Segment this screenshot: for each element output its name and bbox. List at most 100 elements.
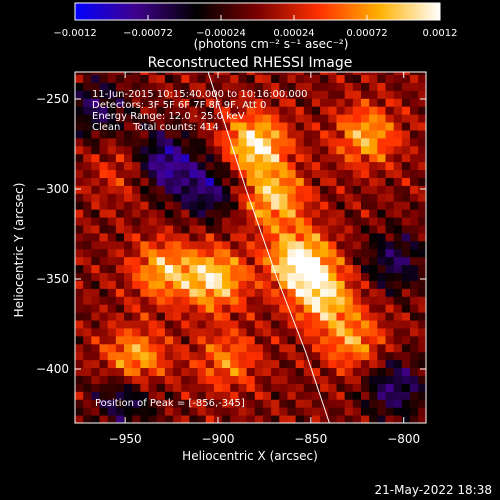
heatmap-cell <box>148 264 158 274</box>
heatmap-cell <box>222 383 231 392</box>
heatmap-cell <box>115 240 125 250</box>
heatmap-cell <box>320 114 329 123</box>
heatmap-cell <box>124 272 133 281</box>
heatmap-cell <box>401 153 411 163</box>
heatmap-cell <box>361 280 370 289</box>
heatmap-cell <box>83 145 92 155</box>
heatmap-cell <box>205 320 215 329</box>
heatmap-cell <box>271 122 280 131</box>
heatmap-cell <box>369 399 378 408</box>
heatmap-cell <box>311 407 321 416</box>
heatmap-cell <box>336 312 346 321</box>
heatmap-cell <box>156 375 166 384</box>
heatmap-cell <box>99 137 109 147</box>
heatmap-cell <box>287 225 297 234</box>
heatmap-cell <box>254 193 264 202</box>
heatmap-cell <box>418 98 426 107</box>
heatmap-cell <box>140 359 150 369</box>
heatmap-cell <box>205 193 215 202</box>
y-axis-label: Heliocentric Y (arcsec) <box>12 183 26 318</box>
heatmap-cell <box>344 351 354 361</box>
heatmap-cell <box>377 161 387 171</box>
heatmap-cell <box>173 145 182 155</box>
heatmap-cell <box>222 312 231 321</box>
heatmap-cell <box>124 240 133 250</box>
heatmap-cell <box>213 129 223 139</box>
heatmap-cell <box>181 320 190 329</box>
heatmap-cell <box>132 153 141 163</box>
heatmap-cell <box>205 407 215 416</box>
heatmap-cell <box>295 185 305 194</box>
heatmap-cell <box>352 177 362 186</box>
heatmap-cell <box>385 335 395 345</box>
heatmap-cell <box>311 351 321 361</box>
heatmap-cell <box>311 201 321 210</box>
heatmap-cell <box>156 327 166 337</box>
heatmap-cell <box>303 137 313 147</box>
heatmap-cell <box>385 106 395 115</box>
heatmap-cell <box>279 296 288 305</box>
heatmap-cell <box>107 335 117 345</box>
heatmap-cell <box>369 335 378 345</box>
heatmap-cell <box>254 240 264 250</box>
heatmap-cell <box>377 232 387 242</box>
heatmap-cell <box>393 129 403 139</box>
heatmap-cell <box>132 74 141 83</box>
heatmap-cell <box>393 367 403 376</box>
heatmap-cell <box>377 225 387 234</box>
heatmap-cell <box>377 122 387 131</box>
heatmap-cell <box>115 185 125 194</box>
heatmap-cell <box>173 256 182 266</box>
heatmap-cell <box>303 185 313 194</box>
heatmap-cell <box>254 122 264 131</box>
heatmap-cell <box>336 72 346 76</box>
heatmap-cell <box>213 169 223 178</box>
heatmap-cell <box>303 327 313 337</box>
heatmap-cell <box>132 415 141 423</box>
heatmap-cell <box>107 129 117 139</box>
heatmap-cell <box>230 201 239 210</box>
heatmap-cell <box>336 248 346 258</box>
heatmap-cell <box>99 129 109 139</box>
heatmap-cell <box>369 82 378 91</box>
heatmap-cell <box>320 335 329 345</box>
heatmap-cell <box>361 391 370 400</box>
heatmap-cell <box>377 343 387 353</box>
heatmap-cell <box>369 201 378 210</box>
heatmap-cell <box>140 256 150 266</box>
heatmap-cell <box>311 296 321 305</box>
heatmap-cell <box>140 82 150 91</box>
heatmap-cell <box>132 351 141 361</box>
heatmap-cell <box>279 320 288 329</box>
heatmap-cell <box>140 169 150 178</box>
heatmap-cell <box>320 327 329 337</box>
heatmap-cell <box>140 185 150 194</box>
heatmap-cell <box>91 327 101 337</box>
heatmap-cell <box>279 122 288 131</box>
heatmap-cell <box>83 137 92 147</box>
heatmap-cell <box>303 106 313 115</box>
heatmap-cell <box>197 383 207 392</box>
heatmap-cell <box>246 343 256 353</box>
heatmap-cell <box>124 375 133 384</box>
heatmap-cell <box>410 193 419 202</box>
heatmap-cell <box>140 145 150 155</box>
heatmap-cell <box>279 272 288 281</box>
heatmap-cell <box>418 114 426 123</box>
heatmap-cell <box>83 407 92 416</box>
heatmap-cell <box>173 280 182 289</box>
heatmap-cell <box>107 74 117 83</box>
heatmap-cell <box>320 399 329 408</box>
heatmap-cell <box>91 415 101 423</box>
heatmap-cell <box>344 82 354 91</box>
heatmap-cell <box>164 359 174 369</box>
heatmap-cell <box>393 335 403 345</box>
x-tick-label: −900 <box>202 432 235 446</box>
heatmap-cell <box>254 225 264 234</box>
heatmap-cell <box>197 240 207 250</box>
heatmap-cell <box>107 272 117 281</box>
heatmap-cell <box>197 106 207 115</box>
heatmap-cell <box>83 359 92 369</box>
heatmap-cell <box>75 201 84 210</box>
heatmap-cell <box>107 256 117 266</box>
